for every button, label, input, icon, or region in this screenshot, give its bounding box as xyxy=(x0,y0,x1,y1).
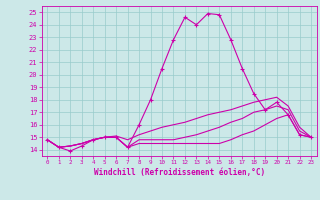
X-axis label: Windchill (Refroidissement éolien,°C): Windchill (Refroidissement éolien,°C) xyxy=(94,168,265,177)
